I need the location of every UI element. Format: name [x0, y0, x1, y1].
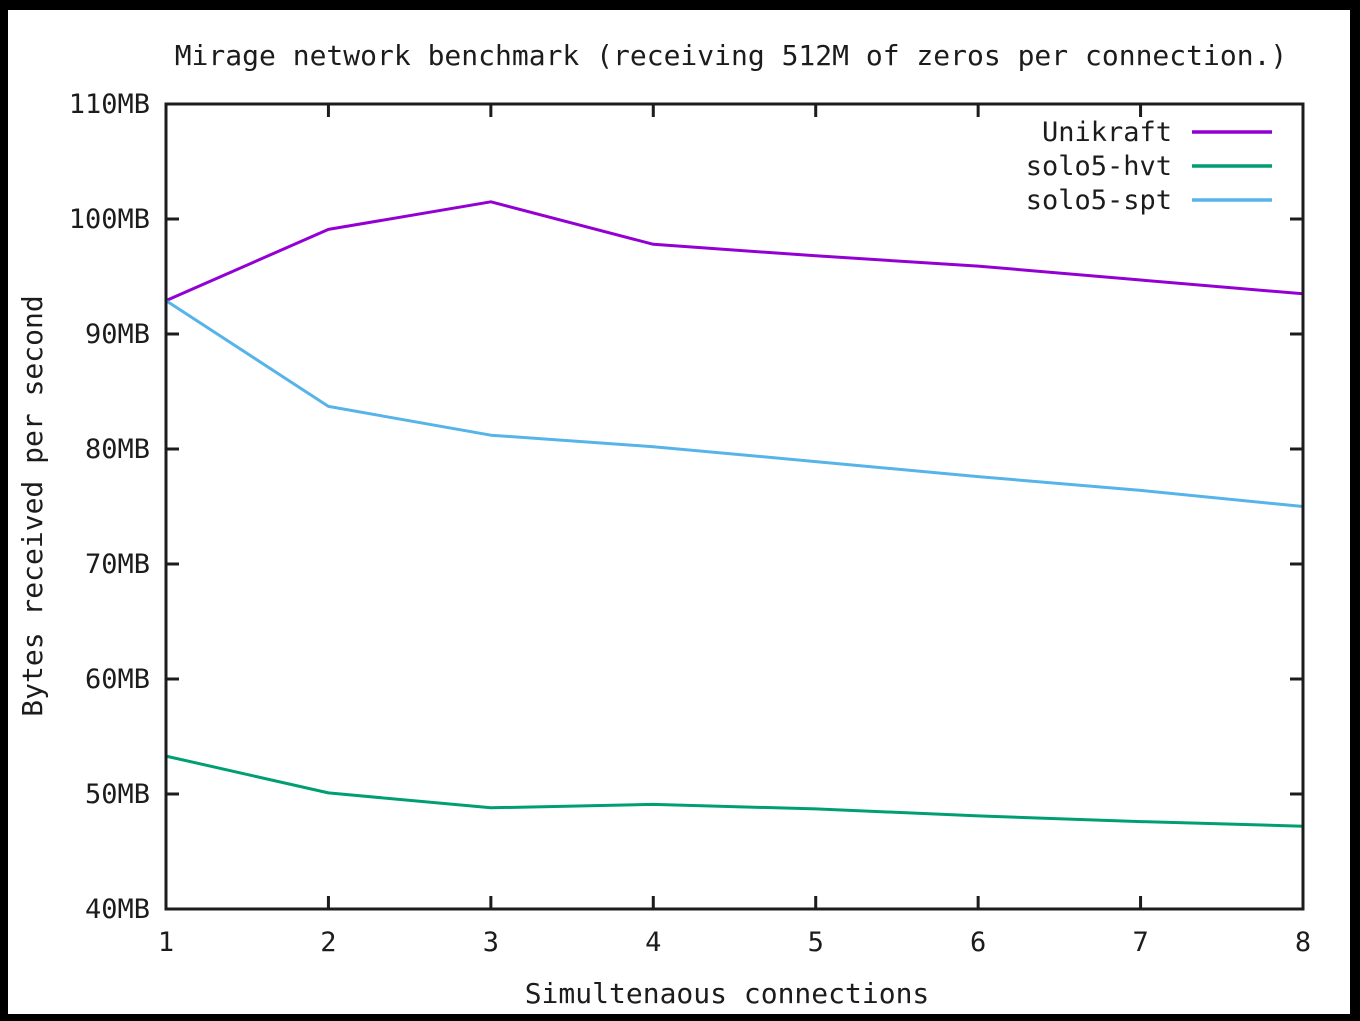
y-tick-label: 50MB: [85, 779, 150, 810]
x-tick-label: 6: [970, 927, 986, 958]
plot-border: [164, 102, 1305, 911]
legend-label-solo5-spt: solo5-spt: [1026, 185, 1172, 216]
x-tick-label: 2: [320, 927, 336, 958]
y-tick-label: 60MB: [85, 664, 150, 695]
series-line-solo5-spt: [165, 299, 1304, 508]
chart-canvas-background: [8, 10, 1350, 1014]
x-tick-label: 5: [808, 927, 824, 958]
series-line-solo5-hvt: [165, 754, 1304, 828]
y-axis-ticks: 40MB 50MB 60MB 70MB 80MB 90MB 100MB 110MB: [69, 89, 1303, 925]
y-tick-label: 90MB: [85, 319, 150, 350]
y-axis-label: Bytes received per second: [16, 295, 49, 716]
x-tick-label: 4: [645, 927, 661, 958]
legend-label-unikraft: Unikraft: [1042, 117, 1172, 148]
x-tick-label: 3: [483, 927, 499, 958]
x-axis-label: Simultenaous connections: [525, 977, 930, 1010]
x-tick-label: 7: [1132, 927, 1148, 958]
data-series-lines: [165, 200, 1304, 828]
y-tick-label: 110MB: [69, 89, 150, 120]
x-axis-ticks: 1 2 3 4 5 6 7 8: [158, 104, 1311, 958]
y-tick-label: 70MB: [85, 549, 150, 580]
x-tick-label: 8: [1295, 927, 1311, 958]
y-tick-label: 40MB: [85, 894, 150, 925]
y-tick-label: 80MB: [85, 434, 150, 465]
chart-title: Mirage network benchmark (receiving 512M…: [175, 39, 1288, 72]
legend-label-solo5-hvt: solo5-hvt: [1026, 151, 1172, 182]
series-line-unikraft: [165, 200, 1304, 302]
y-tick-label: 100MB: [69, 204, 150, 235]
x-tick-label: 1: [158, 927, 174, 958]
